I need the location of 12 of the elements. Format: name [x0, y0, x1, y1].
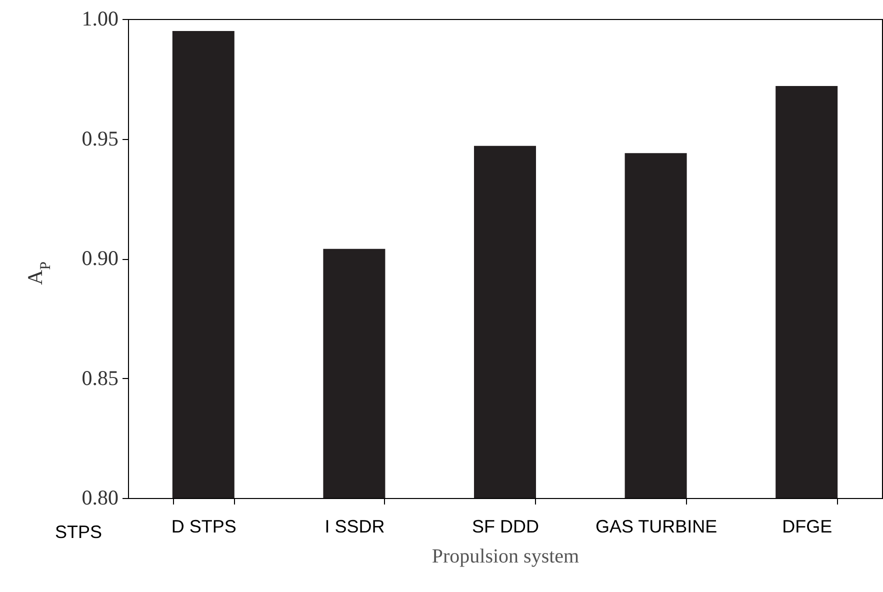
text: STPS — [55, 522, 102, 543]
y-tick-label: 0.80 — [82, 486, 118, 510]
x-axis-title: Propulsion system — [432, 546, 580, 568]
x-tick-label: GAS TURBINE — [595, 516, 718, 536]
x-tick-label: SF DDD — [472, 516, 539, 536]
y-tick-label: 0.90 — [82, 246, 118, 270]
x-tick-label: I SSDR — [324, 516, 385, 536]
y-tick-label: 0.85 — [82, 366, 118, 390]
x-tick-label: DFGE — [782, 516, 832, 536]
x-tick-label: D STPS — [171, 516, 236, 536]
y-tick-label: 1.00 — [82, 6, 118, 30]
y-tick-label: 0.95 — [82, 126, 118, 150]
